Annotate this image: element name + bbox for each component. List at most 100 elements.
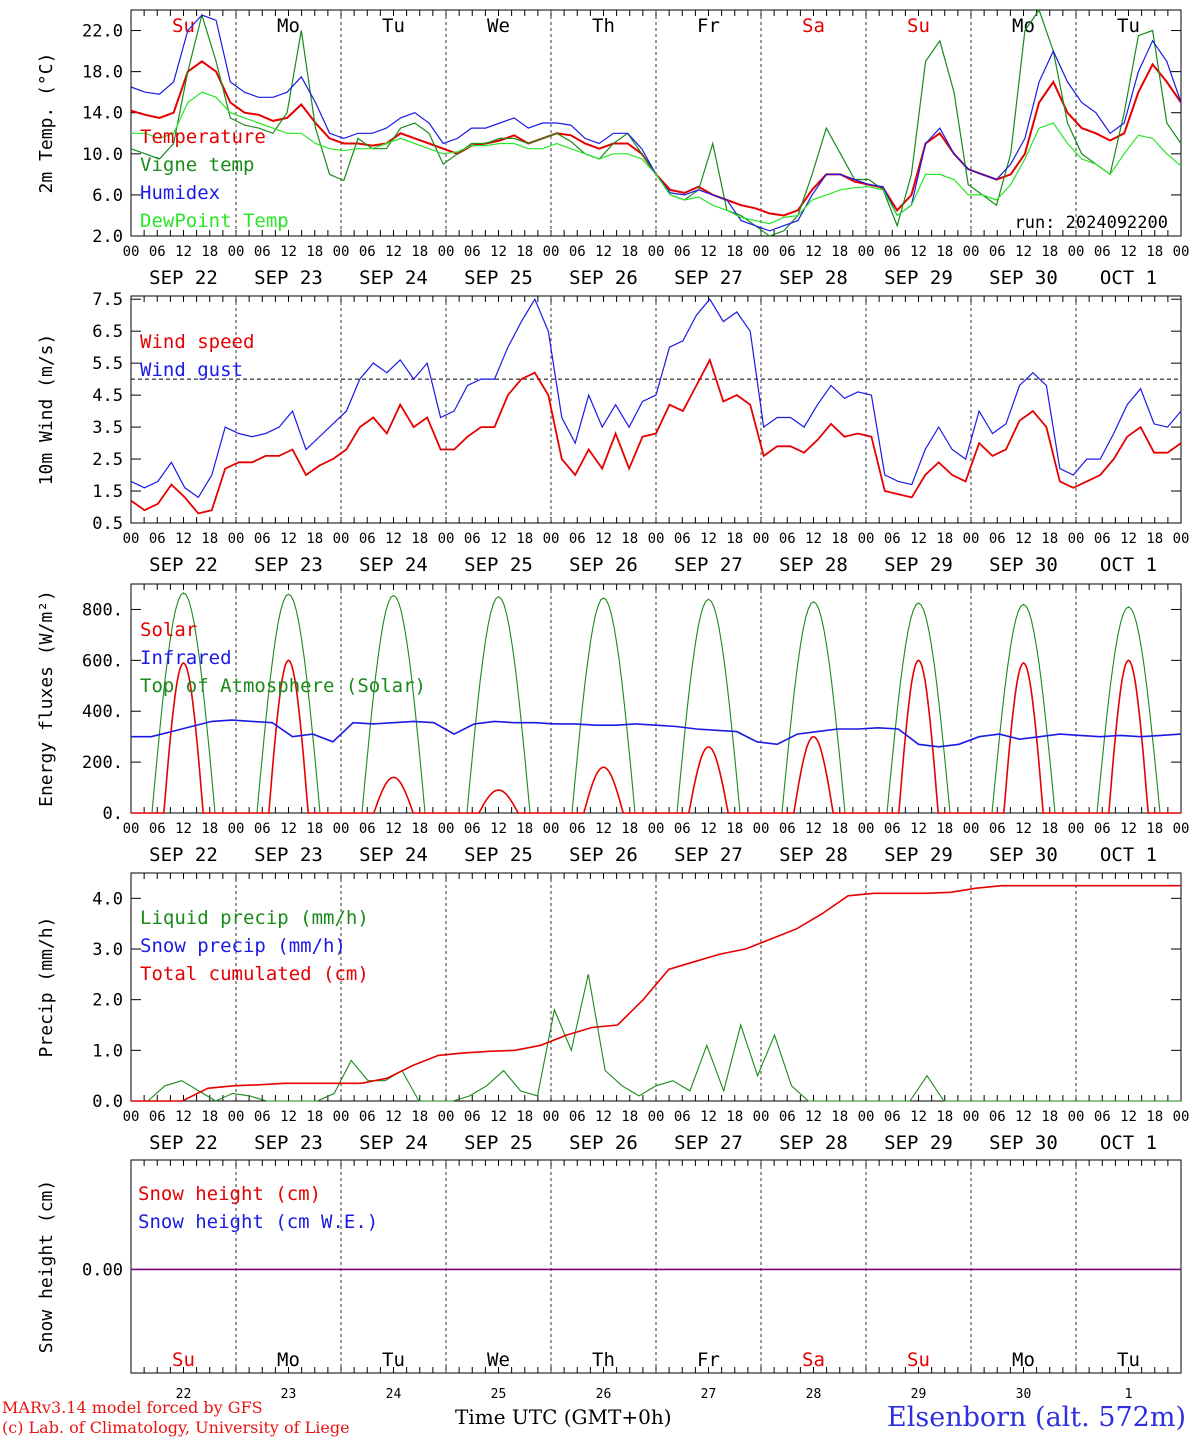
legend-entry: Temperature <box>140 126 266 148</box>
hour-tick-label: 06 <box>464 244 481 260</box>
y-tick-label: 6.5 <box>92 322 123 342</box>
hour-tick-label: 18 <box>411 1109 428 1125</box>
hour-tick-label: 12 <box>700 244 717 260</box>
y-tick-label: 800. <box>82 600 123 620</box>
date-label: SEP 29 <box>884 1132 953 1154</box>
hour-tick-label: 18 <box>1041 1109 1058 1125</box>
hour-tick-label: 12 <box>910 1109 927 1125</box>
hour-tick-label: 00 <box>858 531 875 547</box>
hour-tick-label: 00 <box>648 821 665 837</box>
hour-tick-label: 18 <box>516 244 533 260</box>
weekday-label: Tu <box>382 15 405 37</box>
day-number-label: 23 <box>281 1387 297 1402</box>
day-number-label: 30 <box>1016 1387 1032 1402</box>
hour-tick-label: 06 <box>359 821 376 837</box>
hour-tick-label: 12 <box>1015 821 1032 837</box>
y-tick-label: 10.0 <box>82 145 123 165</box>
footer-credits: MARv3.14 model forced by GFS (c) Lab. of… <box>2 1398 350 1438</box>
date-label: SEP 24 <box>359 267 428 289</box>
hour-tick-label: 00 <box>963 531 980 547</box>
hour-tick-label: 12 <box>385 1109 402 1125</box>
date-label: SEP 25 <box>464 267 533 289</box>
hour-tick-label: 18 <box>621 821 638 837</box>
hour-tick-label: 12 <box>175 1109 192 1125</box>
date-label: SEP 28 <box>779 267 848 289</box>
hour-tick-label: 12 <box>1120 531 1137 547</box>
hour-tick-label: 00 <box>438 244 455 260</box>
hour-tick-label: 12 <box>1120 821 1137 837</box>
y-tick-label: 600. <box>82 651 123 671</box>
y-tick-label: 2.0 <box>92 227 123 247</box>
legend-entry: Liquid precip (mm/h) <box>140 907 369 929</box>
hour-tick-label: 18 <box>201 531 218 547</box>
hour-tick-label: 00 <box>438 1109 455 1125</box>
hour-tick-label: 06 <box>779 244 796 260</box>
hour-tick-label: 06 <box>149 821 166 837</box>
date-label: SEP 26 <box>569 267 638 289</box>
hour-tick-label: 00 <box>1173 244 1190 260</box>
date-label: OCT 1 <box>1100 554 1157 576</box>
y-tick-label: 0.0 <box>92 1092 123 1112</box>
hour-tick-label: 06 <box>884 821 901 837</box>
weekday-label: Mo <box>1012 1349 1035 1371</box>
series-infrared <box>131 719 1182 748</box>
weekday-label: Su <box>907 15 930 37</box>
weekday-label: Fr <box>697 15 720 37</box>
date-label: SEP 22 <box>149 1132 218 1154</box>
hour-tick-label: 00 <box>123 1109 140 1125</box>
y-tick-label: 0.5 <box>92 514 123 534</box>
day-number-label: 1 <box>1125 1387 1133 1402</box>
hour-tick-label: 12 <box>805 821 822 837</box>
hour-tick-label: 18 <box>411 244 428 260</box>
hour-tick-label: 06 <box>884 1109 901 1125</box>
hour-tick-label: 18 <box>1041 821 1058 837</box>
hour-tick-label: 18 <box>1146 531 1163 547</box>
panel-1: 2.0 6.0 10.0 14.0 18.0 22.0 2m Temp. (°C) 00 06 1… <box>36 9 1190 289</box>
hour-tick-label: 00 <box>333 821 350 837</box>
hour-tick-label: 18 <box>831 531 848 547</box>
date-label: SEP 30 <box>989 554 1058 576</box>
y-tick-label: 0. <box>103 804 123 824</box>
hour-tick-label: 12 <box>595 1109 612 1125</box>
hour-tick-label: 18 <box>726 531 743 547</box>
weekday-label: Su <box>172 1349 195 1371</box>
hour-tick-label: 12 <box>175 531 192 547</box>
hour-tick-label: 12 <box>805 531 822 547</box>
hour-tick-label: 00 <box>228 821 245 837</box>
hour-tick-label: 18 <box>201 244 218 260</box>
hour-tick-label: 18 <box>1041 244 1058 260</box>
y-tick-label: 7.5 <box>92 290 123 310</box>
hour-tick-label: 00 <box>1068 821 1085 837</box>
hour-tick-label: 06 <box>254 1109 271 1125</box>
hour-tick-label: 18 <box>621 531 638 547</box>
hour-tick-label: 18 <box>306 244 323 260</box>
hour-tick-label: 06 <box>254 244 271 260</box>
hour-tick-label: 06 <box>464 1109 481 1125</box>
hour-tick-label: 06 <box>674 244 691 260</box>
panel-2: 0.5 1.5 2.5 3.5 4.5 5.5 6.5 7.5 10m Wind (m/s) 00… <box>36 290 1189 576</box>
y-tick-label: 0.00 <box>82 1260 123 1280</box>
series-toa-solar <box>131 592 1181 814</box>
hour-tick-label: 00 <box>963 1109 980 1125</box>
hour-tick-label: 06 <box>674 1109 691 1125</box>
date-label: SEP 25 <box>464 554 533 576</box>
hour-tick-label: 00 <box>1068 1109 1085 1125</box>
hour-tick-label: 12 <box>280 1109 297 1125</box>
hour-tick-label: 06 <box>569 821 586 837</box>
hour-tick-label: 06 <box>569 244 586 260</box>
hour-tick-label: 12 <box>805 244 822 260</box>
hour-tick-label: 12 <box>595 531 612 547</box>
hour-tick-label: 12 <box>490 1109 507 1125</box>
legend-entry: Infrared <box>140 647 232 669</box>
y-tick-label: 3.0 <box>92 940 123 960</box>
hour-tick-label: 12 <box>700 1109 717 1125</box>
date-label: SEP 25 <box>464 1132 533 1154</box>
hour-tick-label: 00 <box>1173 1109 1190 1125</box>
hour-tick-label: 00 <box>228 244 245 260</box>
date-label: SEP 27 <box>674 844 743 866</box>
hour-tick-label: 00 <box>963 244 980 260</box>
legend-entry: Total cumulated (cm) <box>140 963 369 985</box>
hour-tick-label: 00 <box>753 1109 770 1125</box>
date-label: SEP 26 <box>569 1132 638 1154</box>
y-tick-label: 400. <box>82 702 123 722</box>
